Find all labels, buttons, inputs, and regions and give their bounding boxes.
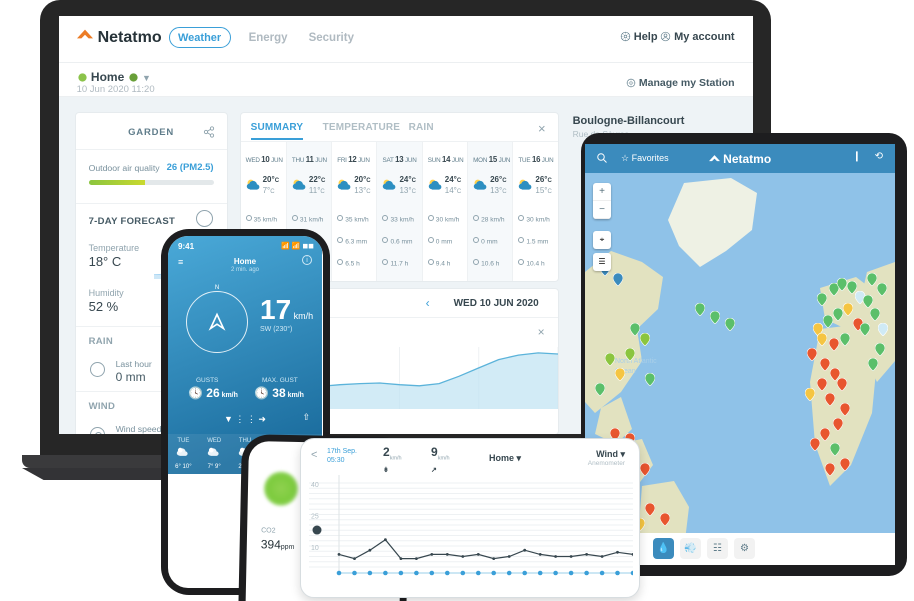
svg-text:25: 25 [311,514,319,521]
svg-text:North Atlantic: North Atlantic [615,358,657,365]
svg-text:40: 40 [311,482,319,489]
svg-text:10: 10 [311,545,319,552]
